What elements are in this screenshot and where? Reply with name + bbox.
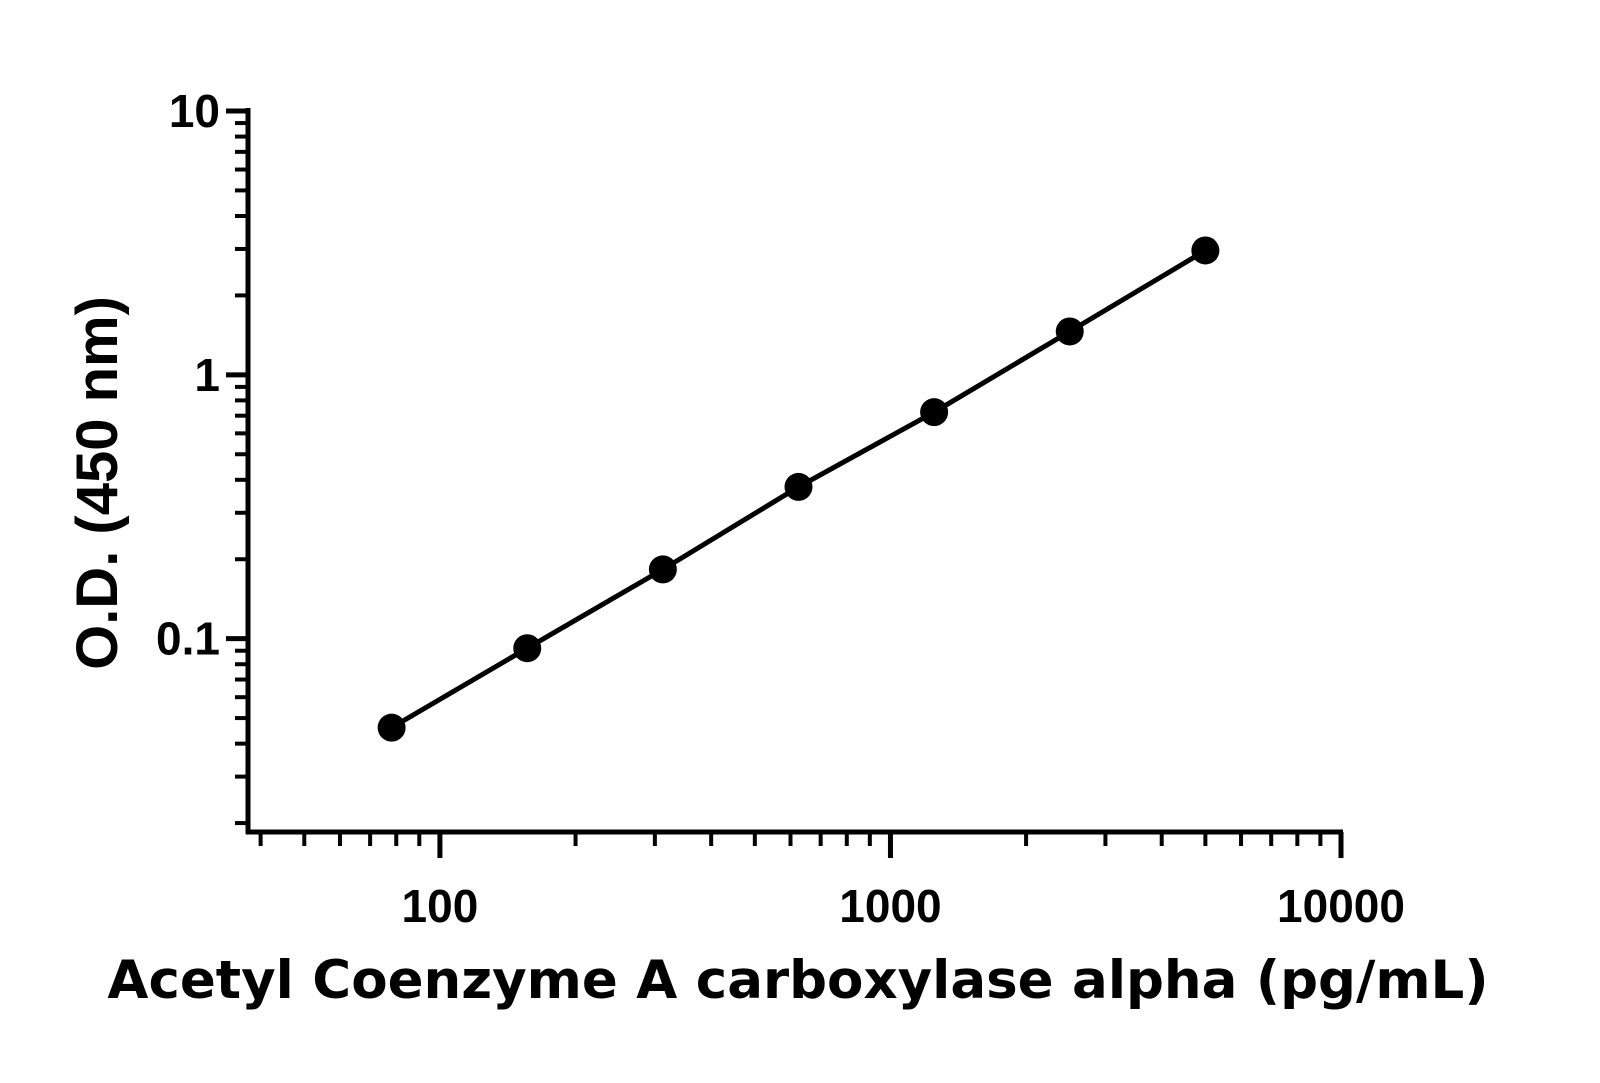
data-point — [1055, 317, 1084, 346]
data-point — [513, 634, 542, 663]
axes: 100 1000 10000 0.1 1 10 — [156, 85, 1405, 932]
x-tick-label: 10000 — [1277, 880, 1405, 932]
data-point — [377, 713, 406, 742]
x-tick-label: 100 — [402, 880, 479, 932]
x-axis-title: Acetyl Coenzyme A carboxylase alpha (pg/… — [107, 950, 1488, 1011]
data-point — [784, 472, 813, 501]
y-tick-label: 1 — [194, 349, 220, 401]
data-point — [648, 555, 677, 584]
y-axis-title: O.D. (450 nm) — [65, 296, 130, 670]
data-point — [920, 398, 949, 427]
y-tick-label: 10 — [169, 85, 220, 137]
x-tick-label: 1000 — [839, 880, 941, 932]
y-tick-label: 0.1 — [156, 613, 220, 665]
data-point — [1191, 236, 1220, 265]
series-layer — [377, 236, 1220, 742]
